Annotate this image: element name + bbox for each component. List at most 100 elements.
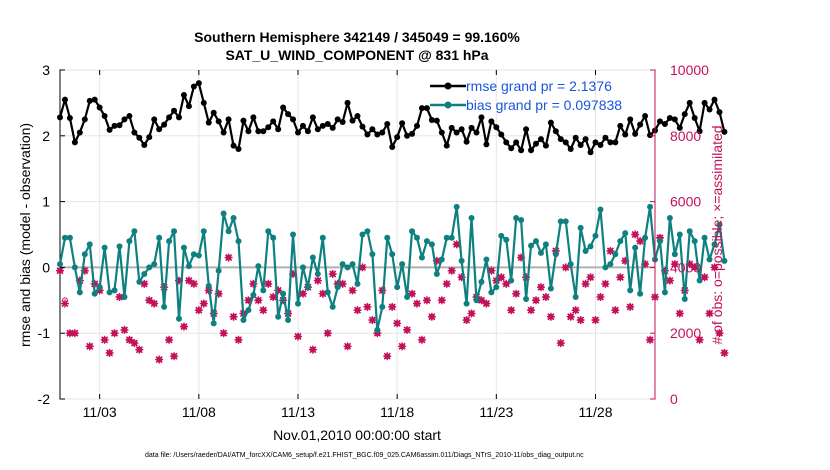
bias-point [458,257,465,264]
rmse-point [200,99,207,106]
bias-point [721,257,728,264]
bias-point [275,313,282,320]
obs-assimilated-marker [56,266,64,275]
obs-assimilated-marker [85,342,94,351]
bias-point [478,278,485,285]
bias-point [508,277,515,284]
x-tick-label: 11/13 [281,404,315,420]
obs-assimilated-marker [665,276,674,285]
obs-assimilated-marker [328,269,337,278]
rmse-point [299,122,306,129]
rmse-point [131,129,138,136]
bias-point [344,264,351,271]
bias-point [304,284,311,291]
rmse-point [438,129,445,136]
rmse-point [607,139,614,146]
legend: rmse grand pr = 2.1376 bias grand pr = 0… [430,78,622,113]
y-tick-label: 0 [42,259,50,275]
bias-point [136,278,143,285]
bias-point [81,251,88,258]
rmse-point [473,129,480,136]
bias-point [225,228,232,235]
y-right-tick-label: 4000 [670,259,701,275]
bias-point [448,234,455,241]
bias-point [433,270,440,277]
bias-point [71,264,78,271]
y-right-tick-label: 2000 [670,325,701,341]
rmse-point [230,142,237,149]
rmse-point [126,113,133,120]
bias-point [552,251,559,258]
rmse-point [101,113,108,120]
bias-point [612,251,619,258]
obs-assimilated-marker [353,306,362,315]
plot-frame [59,69,656,400]
obs-assimilated-marker [254,296,263,305]
rmse-point [76,129,83,136]
rmse-point [656,118,663,125]
bias-point [215,267,222,274]
rmse-point [716,109,723,116]
rmse-point [245,128,252,135]
rmse-point [423,105,430,112]
rmse-point [210,109,217,116]
rmse-point [523,126,530,133]
bias-point [537,249,544,256]
rmse-point [180,92,187,99]
bias-point [200,228,207,235]
bias-point [453,203,460,210]
bias-point [686,228,693,235]
rmse-point [542,142,549,149]
bias-point [126,238,133,245]
rmse-point [592,139,599,146]
rmse-point [404,132,411,139]
rmse-point [339,118,346,125]
bias-point [542,241,549,248]
rmse-point [240,117,247,124]
bias-point [384,234,391,241]
bias-point [572,294,579,301]
obs-assimilated-marker [576,316,585,325]
bias-point [592,232,599,239]
rmse-point [304,128,311,135]
legend-rmse-marker [444,82,452,90]
rmse-point [205,119,212,126]
bias-point [671,251,678,258]
rmse-point [552,128,559,135]
rmse-point [146,134,153,141]
bias-point [255,263,262,270]
obs-assimilated-marker [115,293,124,302]
obs-assimilated-marker [442,279,451,288]
rmse-point [235,145,242,152]
rmse-point [488,118,495,125]
bias-point [354,280,361,287]
obs-assimilated-marker [60,299,69,308]
rmse-point [597,142,604,149]
bias-point [91,290,98,297]
rmse-point [91,96,98,103]
bias-point [329,303,336,310]
rmse-point [295,129,301,136]
rmse-point [364,131,371,138]
bias-point [240,317,247,324]
rmse-point [389,143,396,150]
rmse-point [171,107,178,114]
bias-point [146,264,153,271]
rmse-point [141,142,148,149]
obs-assimilated-marker [388,302,397,311]
obs-assimilated-marker [348,286,357,295]
rmse-point [334,116,341,123]
rmse-point [666,115,673,122]
obs-assimilated-marker [422,296,431,305]
bias-point [190,251,197,258]
bias-point [438,256,445,263]
bias-point [166,238,173,245]
rmse-point [701,99,708,106]
obs-assimilated-marker [462,316,471,325]
rmse-point [528,147,535,154]
rmse-point [463,138,470,145]
y-tick-label: -1 [38,325,51,341]
obs-assimilated-marker [527,306,536,315]
obs-assimilated-marker [601,279,610,288]
